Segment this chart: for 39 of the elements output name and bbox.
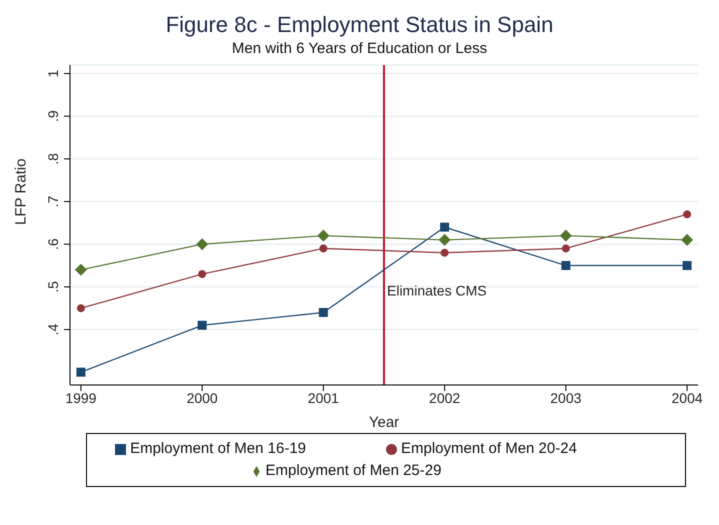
- x-tick-label: 2002: [429, 390, 460, 406]
- point: [440, 248, 449, 257]
- y-tick-label: 1: [45, 69, 61, 78]
- legend-label: Employment of Men 25-29: [266, 462, 442, 479]
- point: [74, 264, 87, 276]
- y-axis-title: LFP Ratio: [12, 158, 30, 225]
- point: [198, 320, 207, 330]
- x-tick-label: 2000: [186, 390, 218, 406]
- x-tick-label: 2003: [550, 390, 582, 406]
- y-tick-label: .8: [45, 152, 61, 165]
- point: [560, 230, 572, 242]
- legend-label: Employment of Men 16-19: [130, 440, 306, 457]
- point: [682, 261, 692, 270]
- point: [438, 234, 451, 246]
- chart-subtitle: Men with 6 Years of Education or Less: [230, 40, 488, 57]
- point: [319, 244, 328, 252]
- x-tick-label: 2004: [672, 390, 703, 406]
- point: [318, 308, 328, 317]
- point: [76, 304, 85, 312]
- point: [683, 210, 692, 218]
- point: [561, 261, 570, 270]
- chart-title: Figure 8c - Employment Status in Spain: [164, 12, 554, 38]
- point: [562, 244, 570, 252]
- point: [440, 222, 450, 232]
- point: [76, 368, 86, 377]
- y-tick-label: .4: [45, 323, 61, 336]
- x-axis-title: Year: [368, 414, 400, 431]
- y-tick-label: .6: [45, 238, 61, 250]
- x-tick-label: 1999: [65, 390, 97, 406]
- x-tick-label: 2001: [308, 390, 340, 406]
- point: [196, 238, 208, 250]
- y-tick-label: .7: [45, 195, 61, 208]
- point: [198, 270, 206, 278]
- y-tick-label: .9: [45, 110, 61, 122]
- y-tick-label: .5: [45, 280, 61, 293]
- point: [681, 234, 694, 246]
- legend-label: Employment of Men 20-24: [401, 440, 577, 457]
- ref-line-label: Eliminates CMS: [387, 282, 487, 298]
- point: [317, 230, 330, 242]
